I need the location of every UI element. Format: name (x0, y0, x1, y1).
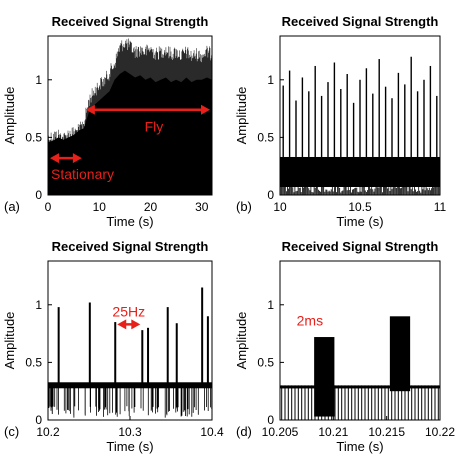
y-tick-label: 0 (267, 413, 274, 427)
x-tick-label: 10.4 (200, 425, 224, 439)
plot-area (48, 287, 213, 418)
panel-label: (b) (236, 199, 252, 214)
annotation-label: Stationary (51, 166, 114, 182)
x-axis-label: Time (s) (106, 439, 153, 454)
signal-noise (48, 387, 213, 418)
x-axis-label: Time (s) (336, 439, 383, 454)
x-tick-label: 11 (434, 200, 447, 214)
y-tick-label: 1 (267, 73, 274, 87)
panel-label: (d) (236, 424, 252, 439)
chart-panel-a: Received Signal Strength 0 10 20 30 0 0.5 1 Time… (2, 14, 213, 229)
chart-title: Received Signal Strength (52, 239, 209, 254)
x-axis-label: Time (s) (106, 214, 153, 229)
annotation-label: 25Hz (112, 303, 145, 319)
y-axis-label: Amplitude (234, 87, 249, 145)
panel-label: (a) (4, 199, 20, 214)
y-tick-label: 1 (267, 298, 274, 312)
arrowhead-left (117, 319, 127, 330)
signal-drops (281, 385, 439, 420)
y-axis-label: Amplitude (2, 312, 17, 370)
plot-area (280, 316, 440, 420)
y-tick-label: 0.5 (257, 355, 274, 369)
signal-burst-2 (389, 316, 411, 392)
y-tick-label: 0 (35, 188, 42, 202)
arrowhead-right (131, 319, 141, 330)
y-tick-label: 0.5 (25, 130, 42, 144)
x-tick-label: 30 (195, 200, 209, 214)
axes-box (47, 35, 213, 196)
chart-title: Received Signal Strength (282, 14, 439, 29)
signal-baseline (280, 156, 440, 187)
axes-box (279, 260, 441, 421)
x-tick-label: 10.205 (262, 425, 299, 439)
chart-panel-b: Received Signal Strength 10 10.5 11 0 0.5 1 Tim… (234, 14, 447, 229)
x-tick-label: 10.3 (118, 425, 142, 439)
signal-baseline (280, 385, 440, 389)
x-tick-label: 10 (273, 200, 287, 214)
y-tick-label: 0.5 (257, 130, 274, 144)
y-tick-label: 1 (35, 298, 42, 312)
signal-baseline (48, 382, 212, 389)
arrowhead-left (85, 104, 95, 115)
y-axis-label: Amplitude (234, 312, 249, 370)
x-tick-label: 10.21 (318, 425, 348, 439)
x-tick-label: 10.22 (425, 425, 455, 439)
annotation-label: Fly (145, 119, 164, 135)
y-tick-label: 0 (35, 413, 42, 427)
x-tick-label: 20 (144, 200, 158, 214)
x-tick-label: 10.215 (368, 425, 405, 439)
chart-title: Received Signal Strength (52, 14, 209, 29)
x-tick-label: 10 (93, 200, 107, 214)
chart-panel-c: Received Signal Strength 10.2 10.3 10.4 0 0.5… (2, 239, 224, 454)
x-axis-label: Time (s) (336, 214, 383, 229)
y-tick-label: 0.5 (25, 355, 42, 369)
annotation-label: 2ms (297, 313, 323, 329)
x-tick-label: 0 (45, 200, 52, 214)
signal-envelope (48, 70, 212, 195)
y-tick-label: 0 (267, 188, 274, 202)
x-tick-label: 10.5 (348, 200, 372, 214)
chart-panel-d: Received Signal Strength 10.205 10.21 10.21… (234, 239, 455, 454)
arrowhead-left (50, 153, 59, 164)
plot-area (47, 38, 213, 195)
x-tick-label: 10.2 (36, 425, 60, 439)
y-tick-label: 1 (35, 73, 42, 87)
signal-burst-1 (314, 337, 335, 417)
arrowhead-right (201, 104, 210, 115)
chart-title: Received Signal Strength (282, 239, 439, 254)
y-axis-label: Amplitude (2, 87, 17, 145)
panel-label: (c) (4, 424, 19, 439)
plot-area (279, 56, 440, 195)
arrowhead-right (72, 153, 82, 164)
